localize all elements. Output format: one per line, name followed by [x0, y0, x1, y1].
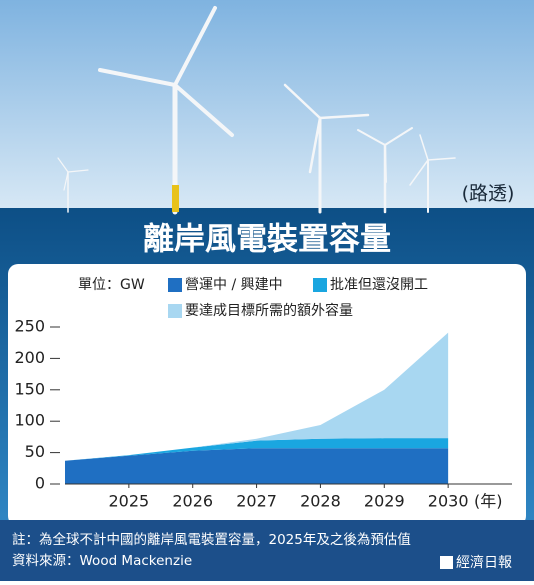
- chart-title: 離岸風電裝置容量: [143, 222, 391, 258]
- legend-label: 營運中 / 興建中: [185, 277, 283, 293]
- y-tick-label: 0: [35, 474, 45, 493]
- area: [65, 332, 449, 461]
- legend-label: 批准但還沒開工: [330, 276, 428, 293]
- x-tick-label: 2030: [428, 492, 469, 511]
- area: [65, 438, 449, 461]
- x-unit-label: (年): [474, 492, 503, 511]
- x-tick-label: 2029: [364, 492, 405, 511]
- footer-source: 資料來源：Wood Mackenzie: [12, 553, 192, 569]
- footer-note: 註：為全球不計中國的離岸風電裝置容量，2025年及之後為預估值: [12, 531, 411, 548]
- y-tick-label: 100: [14, 411, 45, 430]
- footer-band: [0, 520, 534, 581]
- y-tick-label: 200: [14, 348, 45, 367]
- x-tick-label: 2026: [172, 492, 213, 511]
- legend-swatch: [168, 278, 182, 292]
- photo-credit: (路透): [462, 183, 515, 205]
- area: [65, 448, 449, 484]
- legend-swatch: [168, 304, 182, 318]
- y-tick-label: 50: [25, 442, 45, 461]
- x-tick-label: 2027: [236, 492, 277, 511]
- x-tick-label: 2025: [108, 492, 149, 511]
- y-tick-label: 250: [14, 317, 45, 336]
- legend-label: 要達成目標所需的額外容量: [185, 302, 353, 319]
- footer-brand: 經濟日報: [456, 555, 512, 571]
- unit-label: 單位：GW: [78, 277, 145, 293]
- brand-square: [440, 556, 453, 569]
- x-tick-label: 2028: [300, 492, 341, 511]
- legend-swatch: [313, 278, 327, 292]
- y-tick-label: 150: [14, 379, 45, 398]
